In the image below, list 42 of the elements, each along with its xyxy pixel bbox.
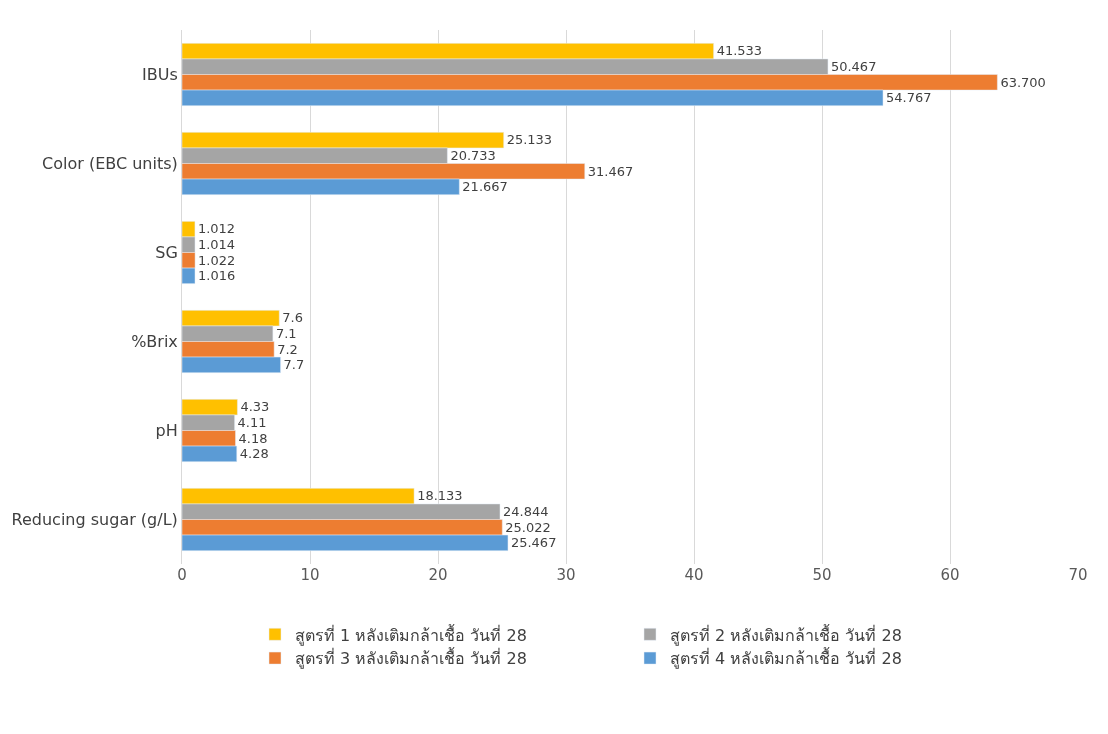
x-tick-label: 10 [300,566,320,584]
data-label: 25.467 [510,535,557,551]
data-label: 50.467 [830,59,877,75]
x-tick-label: 60 [940,566,960,584]
data-label: 4.11 [237,415,267,431]
y-tick-label: Reducing sugar (g/L) [11,510,178,530]
data-label: 1.016 [198,268,236,284]
data-label: 7.7 [283,357,305,373]
data-label: 63.700 [1000,74,1046,90]
data-label: 20.733 [450,148,496,164]
y-tick-label: IBUs [142,65,178,85]
y-tick-label: Color (EBC units) [42,154,178,174]
x-tick-label: 40 [684,566,704,584]
legend-label: สูตรที่ 3 หลังเติมกล้าเชื้อ วันที่ 28 [295,647,527,670]
data-label: 7.2 [277,341,298,357]
legend-label: สูตรที่ 4 หลังเติมกล้าเชื้อ วันที่ 28 [670,647,902,670]
legend-label: สูตรที่ 2 หลังเติมกล้าเชื้อ วันที่ 28 [670,623,902,646]
data-label: 4.28 [239,446,269,462]
data-label: 1.014 [197,237,236,253]
x-tick-label: 20 [428,566,448,584]
y-tick-label: SG [155,243,178,263]
x-tick-label: 50 [812,566,832,584]
data-label: 7.6 [282,310,303,326]
data-label: 1.022 [198,252,236,268]
data-label: 54.767 [886,90,932,106]
data-label: 41.533 [716,43,763,59]
data-label: 18.133 [417,488,463,504]
data-label: 25.133 [506,132,553,148]
data-label: 4.33 [240,399,270,415]
data-label: 21.667 [462,179,508,195]
y-tick-label: pH [155,421,178,441]
data-label: 4.18 [238,430,268,446]
legend-label: สูตรที่ 1 หลังเติมกล้าเชื้อ วันที่ 28 [295,623,527,646]
data-label: 7.1 [275,326,297,342]
data-label: 1.012 [197,221,236,237]
data-label: 31.467 [587,163,634,179]
y-tick-label: %Brix [131,332,178,352]
x-tick-label: 70 [1068,566,1088,584]
x-tick-label: 30 [556,566,576,584]
x-tick-label: 0 [177,566,187,584]
data-label: 25.022 [505,519,551,535]
data-label: 24.844 [503,504,549,520]
